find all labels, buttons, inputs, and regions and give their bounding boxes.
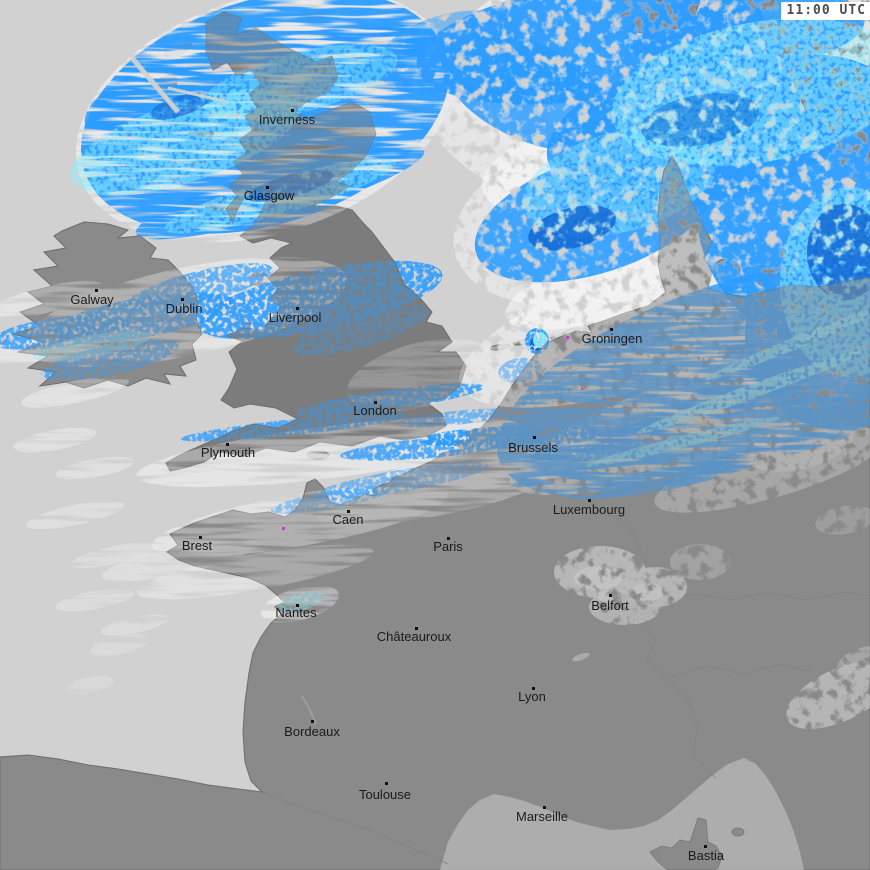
- precip-layer-heavy-cores: [149, 92, 870, 300]
- timestamp-label: 11:00 UTC: [780, 2, 870, 20]
- radar-beam-gaps: [130, 56, 229, 114]
